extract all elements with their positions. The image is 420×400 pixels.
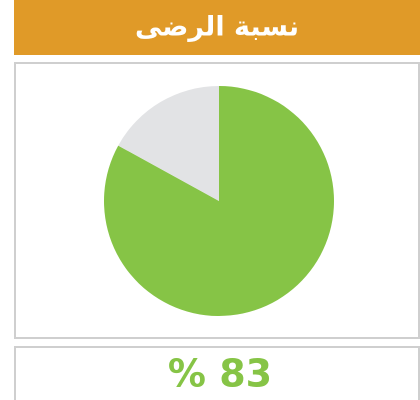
pie-slice: [118, 86, 219, 201]
pie-slice: [103, 86, 334, 317]
value-panel: [14, 346, 420, 400]
header-bar: [14, 0, 420, 55]
value-label: % 83: [168, 352, 272, 396]
header-title: نسبة الرضى: [135, 12, 299, 43]
pie: [103, 86, 334, 317]
